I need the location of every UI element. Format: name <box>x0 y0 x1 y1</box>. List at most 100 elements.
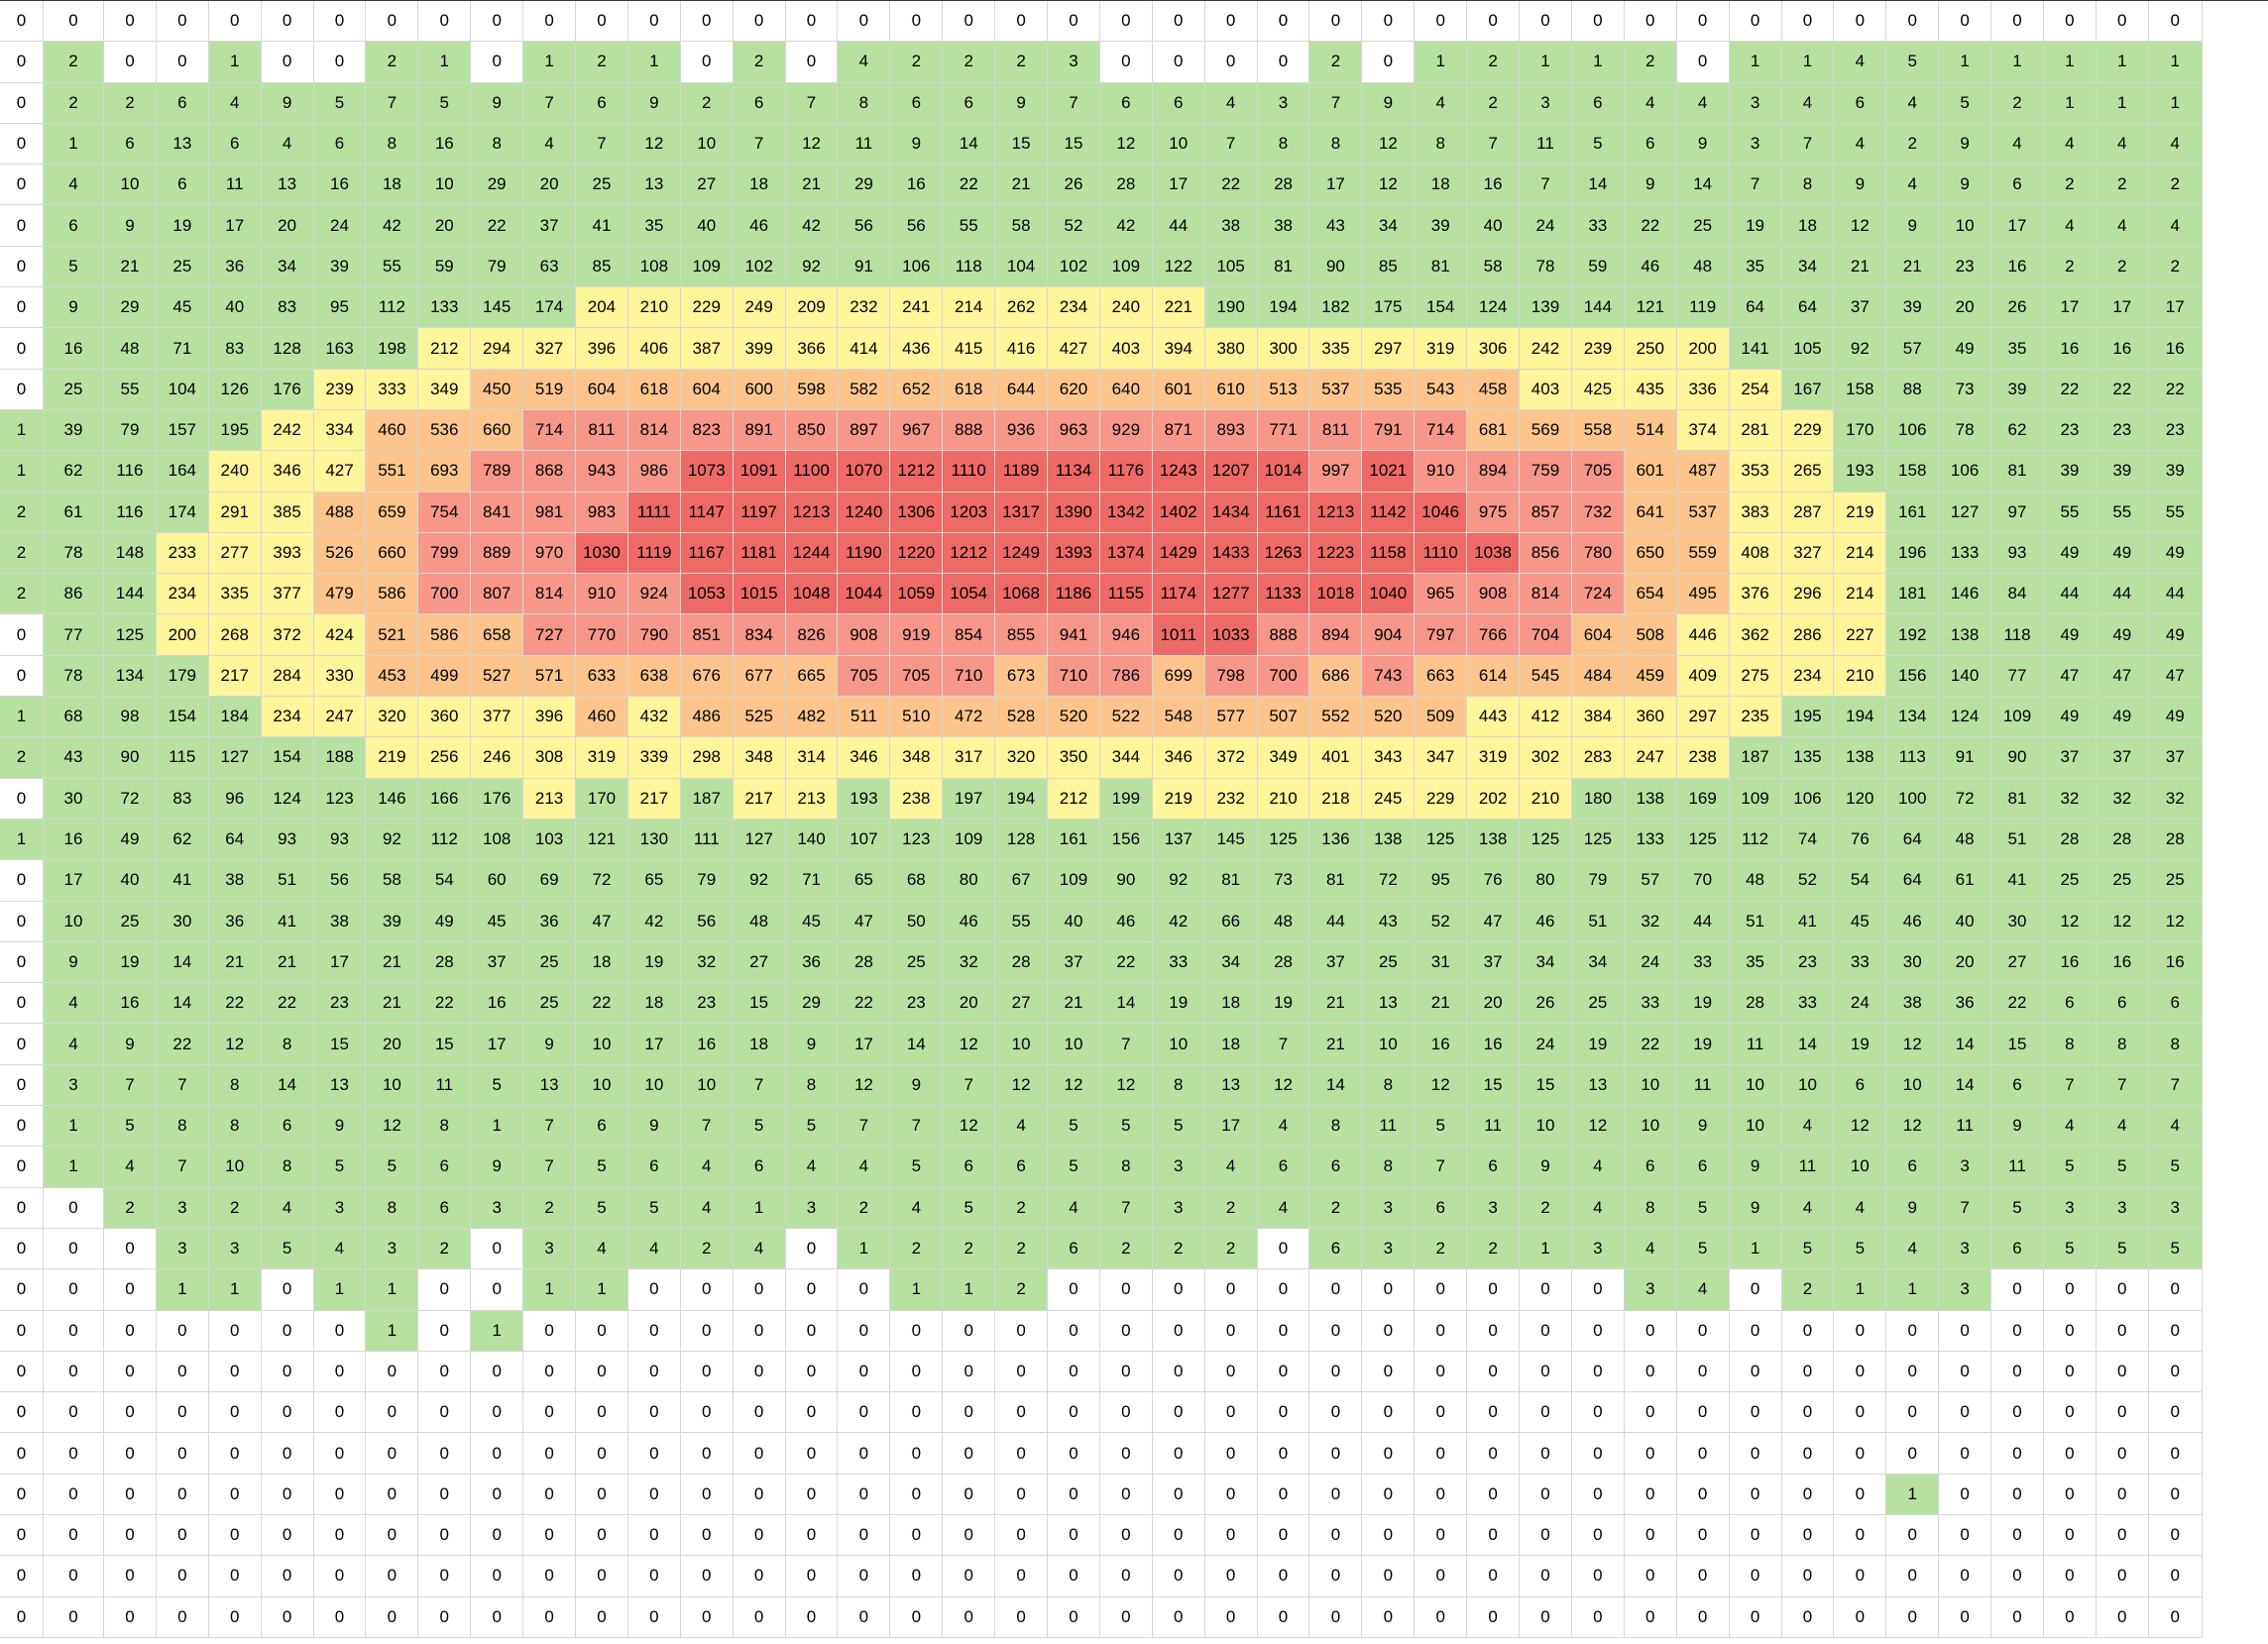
grid-cell[interactable]: 1100 <box>785 451 839 493</box>
grid-cell[interactable]: 79 <box>680 860 734 902</box>
grid-cell[interactable]: 0 <box>0 941 44 984</box>
grid-cell[interactable]: 1 <box>1520 42 1572 83</box>
grid-cell[interactable]: 0 <box>1520 1 1572 43</box>
grid-cell[interactable]: 4 <box>1048 1187 1100 1229</box>
grid-cell[interactable]: 9 <box>1939 164 1992 206</box>
grid-cell[interactable]: 116 <box>104 492 157 533</box>
grid-cell[interactable]: 7 <box>1781 123 1835 165</box>
grid-cell[interactable]: 239 <box>313 369 367 410</box>
grid-cell[interactable]: 0 <box>366 1556 419 1597</box>
grid-cell[interactable]: 34 <box>1362 205 1416 247</box>
grid-cell[interactable]: 0 <box>1362 1351 1416 1393</box>
grid-cell[interactable]: 0 <box>0 82 44 124</box>
grid-cell[interactable]: 6 <box>1834 1064 1887 1107</box>
grid-cell[interactable]: 0 <box>1257 42 1310 83</box>
grid-cell[interactable]: 0 <box>1048 1310 1100 1352</box>
grid-cell[interactable]: 0 <box>2148 1596 2203 1638</box>
grid-cell[interactable]: 2 <box>2096 164 2149 206</box>
grid-cell[interactable]: 0 <box>838 1310 891 1352</box>
grid-cell[interactable]: 72 <box>1939 778 1992 820</box>
grid-cell[interactable]: 76 <box>1834 819 1887 861</box>
grid-cell[interactable]: 1240 <box>838 492 891 533</box>
grid-cell[interactable]: 0 <box>2096 1556 2149 1597</box>
grid-cell[interactable]: 401 <box>1309 737 1363 779</box>
grid-cell[interactable]: 81 <box>1204 860 1258 902</box>
grid-cell[interactable]: 239 <box>1571 328 1625 370</box>
grid-cell[interactable]: 70 <box>1676 860 1730 902</box>
grid-cell[interactable]: 0 <box>1048 1474 1100 1515</box>
grid-cell[interactable]: 193 <box>838 778 891 820</box>
grid-cell[interactable]: 11 <box>1362 1106 1416 1148</box>
grid-cell[interactable]: 963 <box>1048 409 1100 452</box>
grid-cell[interactable]: 929 <box>1099 409 1153 452</box>
grid-cell[interactable]: 0 <box>1781 1 1835 43</box>
grid-cell[interactable]: 3 <box>1362 1228 1416 1270</box>
grid-cell[interactable]: 23 <box>2043 409 2097 452</box>
grid-cell[interactable]: 209 <box>785 287 839 329</box>
grid-cell[interactable]: 1134 <box>1048 451 1100 493</box>
grid-cell[interactable]: 814 <box>627 409 681 452</box>
grid-cell[interactable]: 22 <box>1624 205 1677 247</box>
grid-cell[interactable]: 1 <box>627 42 681 83</box>
grid-cell[interactable]: 0 <box>785 1596 839 1638</box>
grid-cell[interactable]: 1213 <box>785 492 839 533</box>
grid-cell[interactable]: 35 <box>1991 328 2044 370</box>
grid-cell[interactable]: 36 <box>1939 983 1992 1025</box>
grid-cell[interactable]: 37 <box>2043 737 2097 779</box>
grid-cell[interactable]: 2 <box>1204 1187 1258 1229</box>
grid-cell[interactable]: 0 <box>104 1433 157 1475</box>
grid-cell[interactable]: 396 <box>523 697 577 738</box>
grid-cell[interactable]: 17 <box>838 1024 891 1065</box>
grid-cell[interactable]: 0 <box>1624 1596 1677 1638</box>
grid-cell[interactable]: 47 <box>576 901 628 942</box>
grid-cell[interactable]: 42 <box>1152 901 1205 942</box>
grid-cell[interactable]: 0 <box>1099 1310 1153 1352</box>
grid-cell[interactable]: 1 <box>523 1269 577 1311</box>
grid-cell[interactable]: 1203 <box>943 492 996 533</box>
grid-cell[interactable]: 4 <box>785 1147 839 1188</box>
grid-cell[interactable]: 0 <box>1571 1433 1625 1475</box>
grid-cell[interactable]: 28 <box>1099 164 1153 206</box>
grid-cell[interactable]: 137 <box>1152 819 1205 861</box>
grid-cell[interactable]: 0 <box>1834 1556 1887 1597</box>
grid-cell[interactable]: 109 <box>1099 246 1153 288</box>
grid-cell[interactable]: 1 <box>1886 1474 1940 1515</box>
grid-cell[interactable]: 6 <box>1834 82 1887 124</box>
grid-cell[interactable]: 148 <box>104 532 157 575</box>
grid-cell[interactable]: 0 <box>104 42 157 83</box>
grid-cell[interactable]: 81 <box>1415 246 1468 288</box>
grid-cell[interactable]: 0 <box>1204 1269 1258 1311</box>
grid-cell[interactable]: 12 <box>2096 901 2149 942</box>
grid-cell[interactable]: 13 <box>523 1064 577 1107</box>
grid-cell[interactable]: 12 <box>785 123 839 165</box>
grid-cell[interactable]: 0 <box>104 1392 157 1434</box>
grid-cell[interactable]: 0 <box>418 1 472 43</box>
grid-cell[interactable]: 834 <box>733 614 786 656</box>
grid-cell[interactable]: 83 <box>156 778 209 820</box>
grid-cell[interactable]: 17 <box>1991 205 2044 247</box>
grid-cell[interactable]: 39 <box>2148 451 2203 493</box>
grid-cell[interactable]: 327 <box>1781 532 1835 575</box>
grid-cell[interactable]: 213 <box>785 778 839 820</box>
grid-cell[interactable]: 814 <box>1520 574 1572 615</box>
grid-cell[interactable]: 21 <box>261 941 314 984</box>
grid-cell[interactable]: 54 <box>1834 860 1887 902</box>
grid-cell[interactable]: 346 <box>838 737 891 779</box>
grid-cell[interactable]: 0 <box>366 1351 419 1393</box>
grid-cell[interactable]: 1133 <box>1257 574 1310 615</box>
grid-cell[interactable]: 0 <box>104 1351 157 1393</box>
grid-cell[interactable]: 6 <box>1048 1228 1100 1270</box>
grid-cell[interactable]: 780 <box>1571 532 1625 575</box>
grid-cell[interactable]: 387 <box>680 328 734 370</box>
grid-cell[interactable]: 409 <box>1676 655 1730 698</box>
grid-cell[interactable]: 0 <box>1152 1433 1205 1475</box>
grid-cell[interactable]: 320 <box>995 737 1049 779</box>
grid-cell[interactable]: 1 <box>1729 1228 1782 1270</box>
grid-cell[interactable]: 69 <box>523 860 577 902</box>
grid-cell[interactable]: 16 <box>2096 328 2149 370</box>
grid-cell[interactable]: 0 <box>1152 1392 1205 1434</box>
grid-cell[interactable]: 0 <box>1834 1433 1887 1475</box>
grid-cell[interactable]: 527 <box>471 655 524 698</box>
grid-cell[interactable]: 425 <box>1571 369 1625 410</box>
grid-cell[interactable]: 6 <box>1571 82 1625 124</box>
